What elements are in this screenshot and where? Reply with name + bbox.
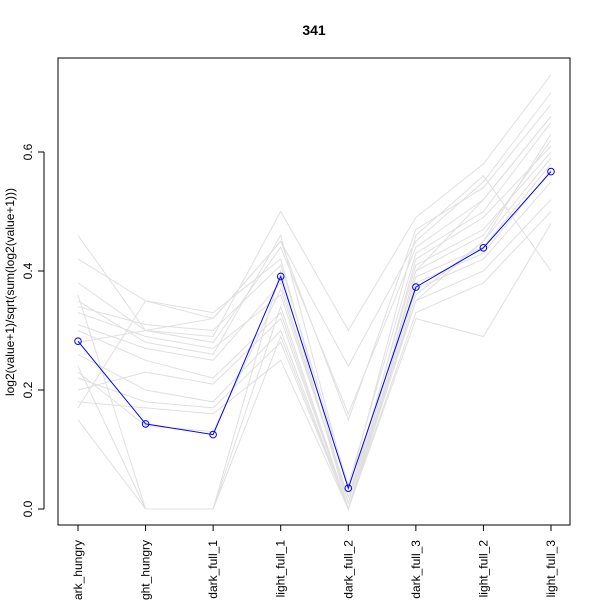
- background-series-line: [77, 92, 552, 368]
- chart-title: 341: [302, 22, 326, 38]
- background-series-group: [77, 74, 552, 511]
- x-tick-label: light_full_1: [274, 540, 288, 598]
- y-tick-label: 0.4: [21, 262, 35, 279]
- y-tick-label: 0.0: [21, 500, 35, 517]
- background-series-line: [77, 121, 552, 487]
- x-tick-label: light_full_3: [544, 540, 558, 598]
- highlight-point: [547, 167, 555, 176]
- background-series-line: [77, 223, 552, 511]
- background-series-line: [77, 169, 552, 511]
- background-series-line: [77, 175, 552, 494]
- y-tick-label: 0.6: [21, 143, 35, 160]
- background-series-line: [77, 211, 552, 511]
- highlight-point: [141, 420, 150, 428]
- background-series-line: [77, 74, 552, 338]
- y-axis: 0.0 0.2 0.4 0.6: [21, 143, 45, 517]
- highlight-point: [209, 430, 217, 439]
- highlight-point: [479, 244, 488, 252]
- y-axis-label: log2(value+1)/sqrt(sum(log2(value+1))): [3, 188, 17, 396]
- highlight-point: [74, 337, 82, 346]
- background-series-line: [77, 151, 552, 499]
- highlight-point: [344, 484, 353, 493]
- x-tick-label: dark_full_1: [206, 540, 220, 599]
- highlight-series-group: [74, 167, 555, 493]
- y-tick-label: 0.2: [21, 381, 35, 398]
- background-series-line: [77, 104, 552, 422]
- x-tick-label: light_full_2: [476, 540, 490, 598]
- x-tick-label: dark_full_2: [341, 540, 355, 599]
- highlight-point: [412, 283, 420, 291]
- x-tick-label: ark_hungry: [71, 540, 85, 600]
- background-series-line: [77, 157, 552, 499]
- background-series-line: [77, 199, 552, 511]
- x-tick-label: ght_hungry: [139, 540, 153, 600]
- highlight-point: [276, 272, 285, 281]
- x-tick-label: dark_full_3: [409, 540, 423, 599]
- background-series-line: [77, 181, 552, 511]
- background-series-line: [77, 115, 552, 416]
- x-axis: ark_hungry ght_hungry dark_full_1 light_ful…: [71, 524, 558, 600]
- background-series-line: [77, 163, 552, 505]
- highlight-series-line: [77, 171, 552, 490]
- background-series-line: [77, 115, 552, 511]
- plot-frame: [57, 57, 571, 526]
